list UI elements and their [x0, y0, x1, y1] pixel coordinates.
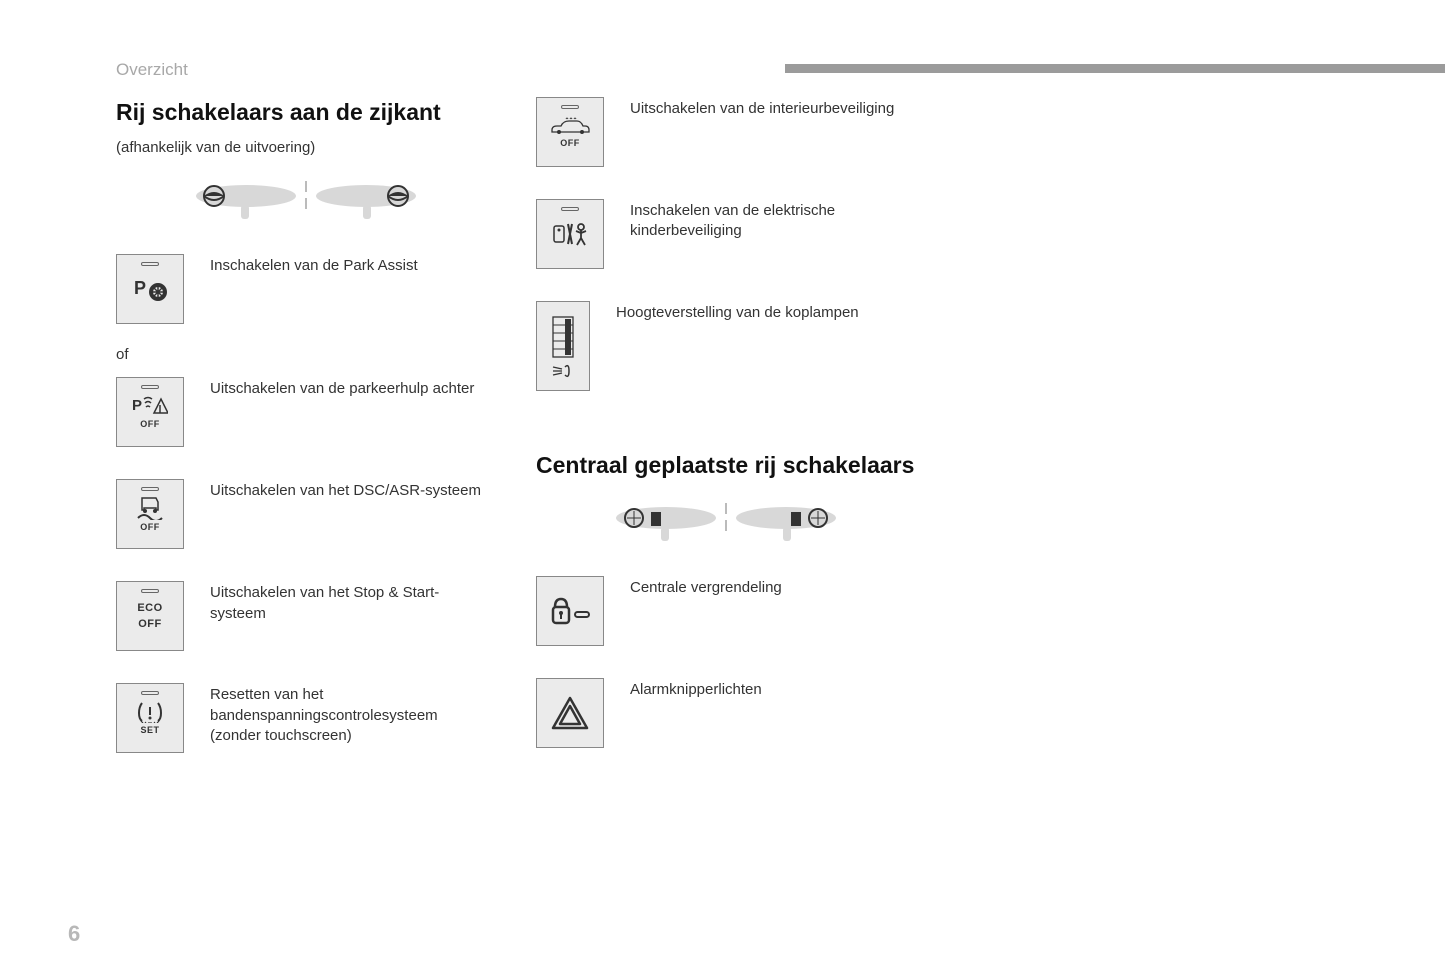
central-lock-label: Centrale vergrendeling: [630, 576, 782, 598]
rear-park-off-icon: P OFF: [116, 377, 184, 447]
item-tpms: SET Resetten van het bandenspanningscont…: [116, 683, 496, 753]
child-lock-label: Inschakelen van de elektrische kinderbev…: [630, 199, 910, 242]
item-central-lock: Centrale vergrendeling: [536, 576, 916, 646]
hazard-label: Alarmknipperlichten: [630, 678, 762, 700]
or-label: of: [116, 346, 496, 363]
item-park-assist: P Inschakelen van de Park Assist: [116, 254, 496, 324]
headlamp-height-icon: [536, 301, 590, 391]
eco-label: ECO: [137, 602, 162, 614]
top-gray-bar: [785, 64, 1445, 73]
right-column: OFF Uitschakelen van de interieurbeveili…: [536, 60, 916, 785]
item-stop-start: ECO OFF Uitschakelen van het Stop & Star…: [116, 581, 496, 651]
tpms-set-icon: SET: [116, 683, 184, 753]
off-label-2: OFF: [140, 522, 160, 532]
breadcrumb: Overzicht: [116, 60, 496, 80]
item-child-lock: Inschakelen van de elektrische kinderbev…: [536, 199, 916, 269]
off-label-3: OFF: [138, 618, 162, 630]
park-assist-icon: P: [116, 254, 184, 324]
page-number: 6: [68, 921, 80, 947]
off-label-4: OFF: [560, 138, 580, 148]
svg-text:P: P: [134, 278, 146, 298]
stop-start-label: Uitschakelen van het Stop & Start-systee…: [210, 581, 490, 624]
item-interior: OFF Uitschakelen van de interieurbeveili…: [536, 97, 916, 167]
central-lock-icon: [536, 576, 604, 646]
dsc-asr-off-icon: OFF: [116, 479, 184, 549]
hazard-icon: [536, 678, 604, 748]
section1-subtitle: (afhankelijk van de uitvoering): [116, 139, 496, 156]
headlamp-label: Hoogteverstelling van de koplampen: [616, 301, 859, 323]
item-headlamp: Hoogteverstelling van de koplampen: [536, 301, 916, 391]
dashboard-diagram-side: [116, 176, 496, 226]
interior-off-icon: OFF: [536, 97, 604, 167]
interior-label: Uitschakelen van de interieurbeveiliging: [630, 97, 894, 119]
child-lock-icon: [536, 199, 604, 269]
dashboard-diagram-central: [536, 498, 916, 548]
svg-text:P: P: [132, 397, 142, 414]
section1-title: Rij schakelaars aan de zijkant: [116, 100, 496, 125]
item-hazard: Alarmknipperlichten: [536, 678, 916, 748]
park-assist-label: Inschakelen van de Park Assist: [210, 254, 418, 276]
page-content: Overzicht Rij schakelaars aan de zijkant…: [0, 0, 1445, 785]
off-label: OFF: [140, 419, 160, 429]
tpms-label: Resetten van het bandenspanningscontrole…: [210, 683, 490, 746]
rear-park-label: Uitschakelen van de parkeerhulp achter: [210, 377, 474, 399]
set-label: SET: [140, 725, 159, 735]
item-rear-park: P OFF Uitschakelen van de parkeerhulp ac…: [116, 377, 496, 447]
section2-title: Centraal geplaatste rij schakelaars: [536, 453, 916, 478]
eco-off-icon: ECO OFF: [116, 581, 184, 651]
dsc-asr-label: Uitschakelen van het DSC/ASR-systeem: [210, 479, 481, 501]
left-column: Overzicht Rij schakelaars aan de zijkant…: [116, 60, 496, 785]
item-dsc-asr: OFF Uitschakelen van het DSC/ASR-systeem: [116, 479, 496, 549]
